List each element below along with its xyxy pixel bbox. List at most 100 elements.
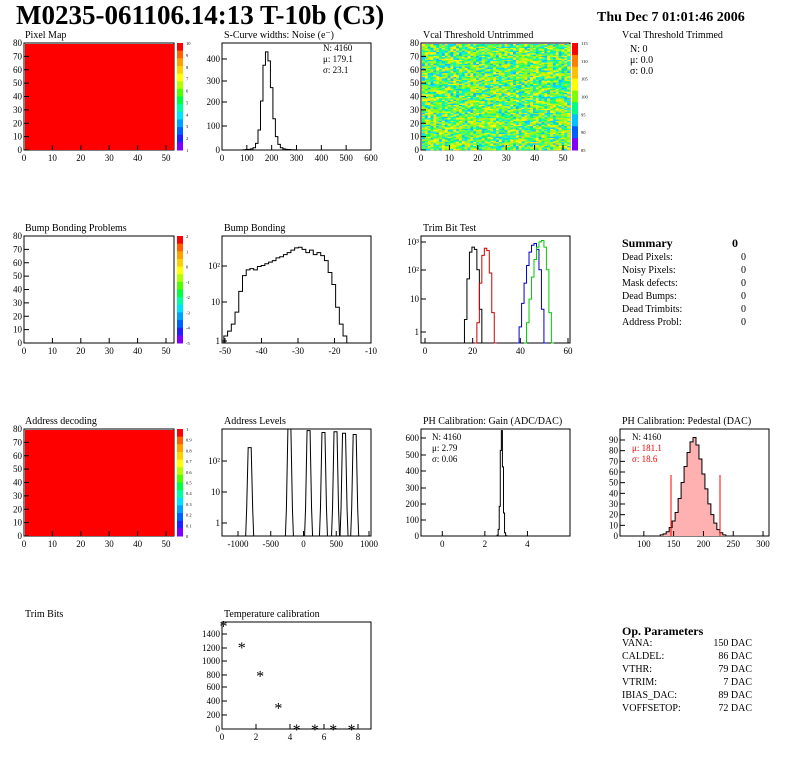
vcal-cell (487, 131, 491, 134)
vcal-cell (510, 147, 514, 149)
vcal-cell (422, 65, 426, 67)
vcal-cell (515, 70, 520, 73)
vcal-cell (424, 107, 428, 110)
vcal-cell (467, 75, 471, 78)
vcal-cell (470, 79, 474, 82)
vcal-cell (538, 146, 542, 148)
vcal-cell (524, 67, 528, 70)
vcal-cell (484, 123, 488, 126)
vcal-cell (430, 55, 434, 58)
vcal-cell (558, 87, 562, 90)
vcal-cell (467, 74, 471, 77)
vcal-cell (490, 144, 494, 147)
vcal-cell (470, 104, 474, 107)
vcal-cell (424, 47, 428, 50)
vcal-cell (453, 108, 457, 111)
vcal-cell (530, 144, 534, 147)
vcal-cell (459, 144, 463, 147)
vcal-cell (561, 71, 565, 74)
vcal-cell (464, 50, 468, 53)
vcal-cell (464, 102, 468, 104)
vcal-cell (513, 139, 517, 142)
vcal-cell (547, 104, 551, 107)
vcal-cell (530, 108, 534, 111)
vcal-cell (561, 54, 565, 57)
vcal-cell (527, 147, 531, 149)
vcal-cell (439, 131, 443, 134)
vcal-cell (567, 61, 571, 63)
vcal-cell (447, 46, 451, 49)
vcal-cell (558, 70, 562, 73)
vcal-cell (515, 132, 520, 135)
vcal-cell (550, 119, 554, 122)
trim-bit-series-3-line (524, 240, 554, 344)
vcal-cell (515, 100, 520, 103)
vcal-cell (490, 115, 494, 118)
vcal-cell (459, 89, 463, 91)
vcal-cell (444, 147, 448, 149)
vcal-cell (459, 120, 463, 123)
ph-pedestal-hist-fill (660, 437, 726, 536)
vcal-cell (461, 115, 465, 118)
vcal-cell (476, 47, 480, 50)
op-param-row-value: 86 DAC (718, 651, 752, 662)
pixel-map-y-tick-label: 70 (13, 51, 23, 61)
vcal-cell (524, 49, 528, 51)
vcal-cell (467, 112, 471, 115)
vcal-cell (558, 94, 562, 96)
ph-pedestal-y-tick-label: 70 (609, 456, 619, 466)
vcal-cell (422, 114, 426, 116)
vcal-cell (535, 78, 539, 81)
vcal-cell (504, 85, 508, 87)
vcal-cell (467, 85, 471, 87)
vcal-cell (487, 138, 491, 140)
vcal-cell (478, 94, 483, 96)
vcal-cell (510, 102, 514, 104)
vcal-cell (521, 50, 525, 53)
vcal-cell (470, 70, 474, 73)
vcal-cell (461, 44, 465, 46)
vcal-cell (453, 115, 457, 118)
vcal-cell (561, 69, 565, 71)
vcal-cell (439, 102, 443, 104)
vcal-cell (484, 50, 488, 53)
vcal-cell (555, 148, 559, 151)
bump-problems-palette-label: 2 (186, 234, 188, 239)
vcal-cell (476, 78, 480, 81)
vcal-cell (510, 112, 514, 115)
vcal-cell (464, 127, 468, 130)
vcal-cell (504, 104, 508, 107)
bump-problems-x-tick-label: 40 (133, 346, 143, 356)
vcal-cell (433, 128, 437, 131)
vcal-cell (473, 131, 477, 134)
vcal-cell (515, 50, 520, 53)
vcal-cell (501, 136, 505, 139)
summary-row-label: Mask defects: (622, 278, 678, 289)
address-decoding-y-tick-label: 70 (13, 437, 23, 447)
vcal-cell (544, 93, 548, 95)
vcal-cell (436, 46, 440, 49)
vcal-cell (461, 147, 465, 149)
vcal-cell (507, 83, 511, 86)
vcal-cell (441, 94, 446, 96)
vcal-cell (555, 134, 559, 136)
vcal-cell (473, 69, 477, 71)
vcal-cell (439, 58, 443, 61)
vcal-cell (552, 144, 557, 147)
vcal-cell (450, 85, 454, 87)
vcal-cell (547, 45, 551, 47)
vcal-cell (496, 65, 500, 67)
vcal-cell (538, 57, 542, 59)
vcal-cell (524, 108, 528, 111)
vcal-cell (459, 114, 463, 116)
vcal-cell (567, 128, 571, 131)
bump-problems-y-tick-label: 60 (13, 258, 23, 268)
vcal-cell (550, 71, 554, 74)
vcal-cell (422, 86, 426, 89)
vcal-cell (473, 138, 477, 140)
vcal-cell (487, 142, 491, 144)
vcal-cell (424, 108, 428, 111)
vcal-cell (538, 128, 542, 131)
vcal-cell (441, 146, 446, 148)
vcal-cell (439, 144, 443, 147)
